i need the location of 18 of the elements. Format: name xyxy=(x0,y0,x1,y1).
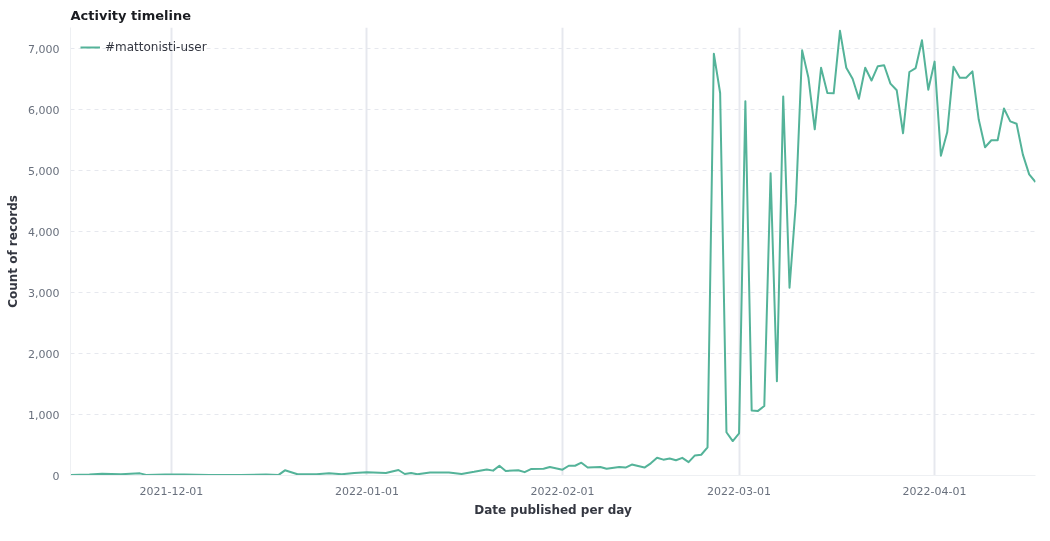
x-tick-label: 2022-02-01 xyxy=(530,484,595,498)
y-tick-label: 3,000 xyxy=(28,286,60,300)
x-tick-label: 2022-01-01 xyxy=(334,484,399,498)
y-tick-label: 2,000 xyxy=(28,347,60,361)
x-tick-label: 2022-04-01 xyxy=(902,484,967,498)
legend-label: #mattonisti-user xyxy=(105,40,207,54)
y-axis-title: Count of records xyxy=(6,195,21,308)
y-tick-label: 1,000 xyxy=(28,408,60,422)
y-tick-label: 7,000 xyxy=(28,42,60,56)
y-tick-label: 6,000 xyxy=(28,103,60,117)
y-tick-label: 4,000 xyxy=(28,225,60,239)
chart-title: Activity timeline xyxy=(70,7,192,23)
line-series xyxy=(70,29,1036,476)
y-tick-label: 5,000 xyxy=(28,164,60,178)
x-tick-label: 2021-12-01 xyxy=(139,484,204,498)
y-tick-label: 0 xyxy=(52,469,60,483)
x-tick-label: 2022-03-01 xyxy=(707,484,772,498)
x-axis-title: Date published per day xyxy=(474,502,632,517)
